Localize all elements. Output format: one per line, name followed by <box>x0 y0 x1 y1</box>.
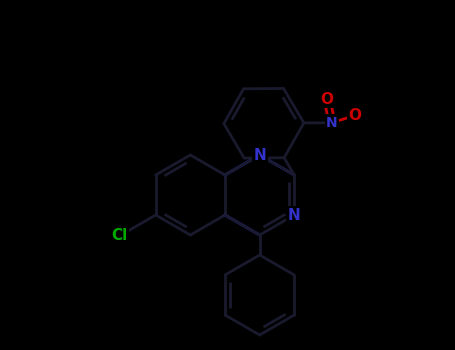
Text: N: N <box>253 147 266 162</box>
Text: O: O <box>348 108 361 123</box>
Text: O: O <box>321 92 334 107</box>
Text: Cl: Cl <box>111 229 127 244</box>
Text: N: N <box>288 208 301 223</box>
Text: N: N <box>326 116 338 130</box>
